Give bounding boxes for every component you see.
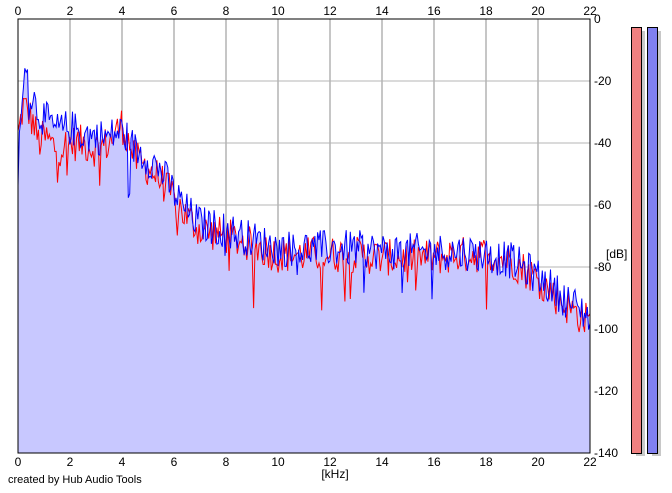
x-tick-label: 2 bbox=[67, 455, 74, 469]
series-line bbox=[17, 68, 591, 330]
x-tick-label: 22 bbox=[583, 4, 597, 18]
x-tick-label: 6 bbox=[171, 4, 178, 18]
x-tick-label: 18 bbox=[479, 4, 493, 18]
y-tick-label: -20 bbox=[594, 74, 612, 88]
x-tick-label: 2 bbox=[67, 4, 74, 18]
x-tick-label: 4 bbox=[119, 455, 126, 469]
x-tick-labels-bottom: 0 2 4 6 8 10 12 14 16 18 20 22 bbox=[15, 455, 597, 469]
x-tick-label: 14 bbox=[375, 455, 389, 469]
x-tick-label: 22 bbox=[583, 455, 597, 469]
x-tick-label: 14 bbox=[375, 4, 389, 18]
credit-text: created by Hub Audio Tools bbox=[8, 474, 142, 486]
x-axis-label: [kHz] bbox=[321, 467, 348, 481]
x-tick-label: 0 bbox=[15, 455, 22, 469]
y-tick-label: -60 bbox=[594, 198, 612, 212]
x-tick-label: 16 bbox=[427, 4, 441, 18]
x-tick-label: 16 bbox=[427, 455, 441, 469]
x-tick-label: 0 bbox=[15, 4, 22, 18]
x-tick-label: 18 bbox=[479, 455, 493, 469]
x-tick-label: 20 bbox=[531, 455, 545, 469]
x-tick-label: 6 bbox=[171, 455, 178, 469]
x-tick-label: 4 bbox=[119, 4, 126, 18]
y-tick-label: 0 bbox=[594, 12, 601, 26]
x-tick-labels-top: 0 2 4 6 8 10 12 14 16 18 20 22 bbox=[15, 4, 597, 18]
x-tick-label: 12 bbox=[323, 455, 337, 469]
y-tick-labels: 0 -20 -40 -60 -80 -100 -120 -140 bbox=[594, 12, 618, 460]
x-tick-label: 8 bbox=[223, 455, 230, 469]
x-tick-label: 12 bbox=[323, 4, 337, 18]
series-lines bbox=[17, 68, 591, 333]
x-tick-label: 8 bbox=[223, 4, 230, 18]
left-channel-meter bbox=[631, 27, 642, 454]
plot-border bbox=[17, 18, 591, 454]
y-tick-label: -120 bbox=[594, 384, 618, 398]
right-channel-meter bbox=[647, 27, 658, 454]
y-tick-label: -140 bbox=[594, 446, 618, 460]
x-tick-label: 10 bbox=[271, 4, 285, 18]
y-tick-label: -40 bbox=[594, 136, 612, 150]
y-axis-label: [dB] bbox=[606, 247, 627, 261]
x-tick-label: 20 bbox=[531, 4, 545, 18]
x-tick-label: 10 bbox=[271, 455, 285, 469]
y-tick-label: -100 bbox=[594, 322, 618, 336]
y-tick-label: -80 bbox=[594, 260, 612, 274]
